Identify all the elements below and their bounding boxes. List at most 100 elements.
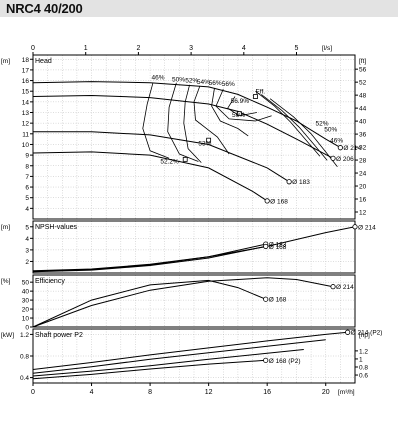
top-axis-tick-label: 3	[189, 45, 193, 52]
series-label: Ø 214 (P2)	[351, 330, 383, 337]
left-axis-tick-label: 1.2	[20, 332, 29, 339]
left-axis-tick-label: 16	[22, 78, 30, 85]
annotation-label: Eff.	[255, 88, 265, 95]
top-axis-tick-label: 0	[31, 45, 35, 52]
series-label: Ø 183	[292, 179, 310, 186]
series-line	[32, 279, 266, 328]
series-label: Ø 206	[336, 156, 354, 163]
annotation-label: 54%	[197, 79, 210, 86]
bottom-axis-tick-label: 16	[263, 389, 271, 396]
right-axis-unit: [hp]	[359, 332, 370, 339]
series-end-marker	[345, 329, 351, 335]
right-axis-tick-label: 28	[359, 158, 367, 165]
right-axis-tick-label: 12	[359, 209, 367, 216]
efficiency-isoline	[167, 82, 199, 162]
left-axis-tick-label: 12	[22, 121, 30, 128]
bottom-axis-tick-label: 20	[322, 389, 330, 396]
duty-point-marker	[236, 111, 242, 116]
right-axis-tick-label: 32	[359, 145, 367, 152]
annotation-label: 56%	[232, 112, 245, 119]
right-axis-tick-label: 44	[359, 106, 367, 113]
annotation-label: 52.2%	[160, 159, 179, 166]
left-axis-tick-label: 50	[22, 280, 30, 287]
left-axis-tick-label: 5	[25, 195, 29, 202]
panel-frame	[32, 54, 356, 220]
panel-frame	[32, 328, 356, 384]
series-end-marker	[330, 284, 336, 290]
left-axis-tick-label: 8	[25, 163, 29, 170]
annotation-label: 53%	[198, 141, 211, 148]
annotation-label: 50%	[172, 77, 185, 84]
annotation-label: 46%	[152, 74, 165, 81]
annotation-label: 56%	[222, 81, 235, 88]
right-axis-tick-label: 24	[359, 171, 367, 178]
left-axis-unit: [m]	[1, 58, 10, 65]
right-axis-unit: [ft]	[359, 58, 366, 65]
panel-title: Head	[35, 58, 52, 65]
series-line	[32, 245, 266, 273]
efficiency-isoline	[255, 90, 321, 157]
left-axis-tick-label: 4	[25, 236, 29, 243]
series-label: Ø 168	[269, 297, 287, 304]
left-axis-tick-label: 18	[22, 57, 30, 64]
annotation-label: 50%	[324, 127, 337, 134]
left-axis-unit: [kW]	[1, 332, 14, 339]
left-axis-tick-label: 9	[25, 153, 29, 160]
right-axis-tick-label: 56	[359, 67, 367, 74]
panel-frame	[32, 274, 356, 328]
right-axis-tick-label: 0.6	[359, 373, 368, 380]
right-axis-tick-label: 1	[359, 356, 363, 363]
series-end-marker	[330, 155, 336, 161]
left-axis-tick-label: 7	[25, 174, 29, 181]
left-axis-tick-label: 0.4	[20, 375, 29, 382]
efficiency-isoline	[183, 84, 202, 163]
series-label: Ø 214	[336, 284, 354, 291]
efficiency-isoline	[227, 96, 257, 117]
right-axis-tick-label: 48	[359, 93, 367, 100]
series-line	[32, 81, 341, 149]
series-label: Ø 214	[358, 224, 376, 231]
left-axis-tick-label: 17	[22, 67, 30, 74]
right-axis-tick-label: 20	[359, 184, 367, 191]
series-end-marker	[263, 357, 269, 363]
efficiency-isoline	[142, 82, 170, 159]
duty-point-marker	[253, 94, 258, 99]
right-axis-tick-label: 0.8	[359, 364, 368, 371]
duty-point-marker	[206, 137, 212, 143]
annotation-label: 56.9%	[231, 98, 250, 105]
bottom-axis-tick-label: 8	[148, 389, 152, 396]
left-axis-tick-label: 2	[25, 259, 29, 266]
annotation-label: 56%	[209, 80, 222, 87]
series-line	[32, 349, 304, 377]
left-axis-tick-label: 0.8	[20, 354, 29, 361]
series-line	[32, 331, 348, 370]
left-axis-tick-label: 10	[22, 142, 30, 149]
right-axis-tick-label: 1.2	[359, 348, 368, 355]
left-axis-tick-label: 30	[22, 298, 30, 305]
left-axis-unit: [m]	[1, 224, 10, 231]
series-end-marker	[286, 179, 292, 185]
right-axis-tick-label: 16	[359, 197, 367, 204]
series-label: Ø 168	[269, 244, 287, 251]
series-line	[33, 131, 290, 183]
right-axis-tick-label: 40	[359, 119, 367, 126]
top-axis-unit: [l/s]	[322, 45, 332, 52]
top-axis-tick-label: 2	[136, 45, 140, 52]
annotation-label: 52%	[315, 120, 328, 127]
title-bar	[0, 0, 398, 17]
left-axis-tick-label: 0	[25, 325, 29, 332]
efficiency-isoline	[211, 87, 249, 137]
left-axis-tick-label: 15	[22, 89, 30, 96]
top-axis-tick-label: 5	[295, 45, 299, 52]
annotation-label: 52%	[185, 78, 198, 85]
annotation-label: 46%	[330, 137, 343, 144]
series-line	[32, 277, 334, 328]
series-end-marker	[352, 224, 358, 230]
series-end-marker	[263, 243, 269, 250]
left-axis-tick-label: 10	[22, 316, 30, 323]
left-axis-tick-label: 20	[22, 307, 30, 314]
panel-title: Shaft power P2	[35, 332, 83, 339]
bottom-axis-tick-label: 12	[205, 389, 213, 396]
panel-frame	[32, 220, 356, 274]
